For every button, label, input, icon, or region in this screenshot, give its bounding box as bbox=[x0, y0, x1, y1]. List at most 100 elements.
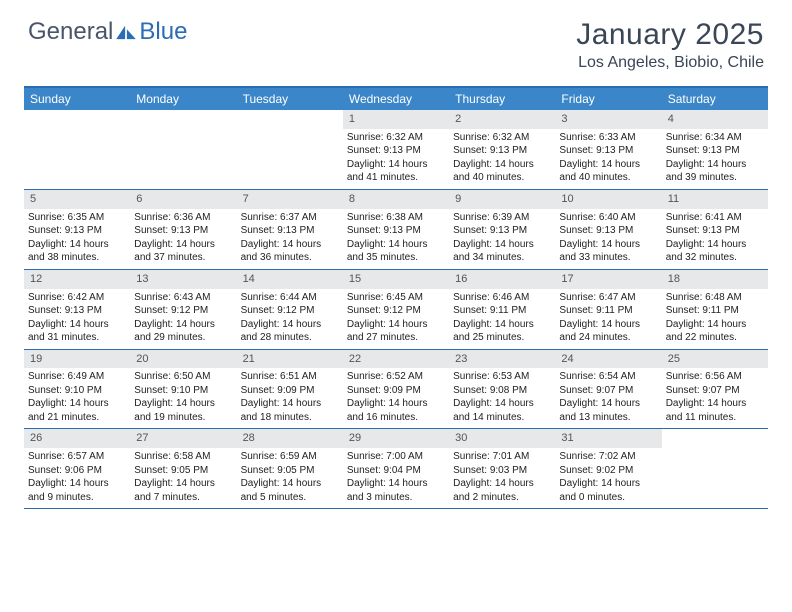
daylight-text: and 14 minutes. bbox=[453, 411, 551, 425]
sunset-text: Sunset: 9:13 PM bbox=[453, 144, 551, 158]
sunrise-text: Sunrise: 6:32 AM bbox=[453, 131, 551, 145]
sunrise-text: Sunrise: 6:39 AM bbox=[453, 211, 551, 225]
day-cell: 21Sunrise: 6:51 AMSunset: 9:09 PMDayligh… bbox=[237, 350, 343, 429]
sunrise-text: Sunrise: 7:00 AM bbox=[347, 450, 445, 464]
day-cell: 3Sunrise: 6:33 AMSunset: 9:13 PMDaylight… bbox=[555, 110, 661, 189]
day-cell: 27Sunrise: 6:58 AMSunset: 9:05 PMDayligh… bbox=[130, 429, 236, 508]
daylight-text: Daylight: 14 hours bbox=[347, 158, 445, 172]
day-header-cell: Friday bbox=[555, 88, 661, 110]
day-details: Sunrise: 6:40 AMSunset: 9:13 PMDaylight:… bbox=[555, 211, 661, 269]
day-number: 20 bbox=[130, 350, 236, 369]
day-cell: 1 Sunrise: 6:32 AMSunset: 9:13 PMDaylight… bbox=[343, 110, 449, 189]
day-number: 17 bbox=[555, 270, 661, 289]
daylight-text: Daylight: 14 hours bbox=[347, 318, 445, 332]
sunrise-text: Sunrise: 6:43 AM bbox=[134, 291, 232, 305]
sunset-text: Sunset: 9:09 PM bbox=[241, 384, 339, 398]
day-number: 13 bbox=[130, 270, 236, 289]
day-number: 26 bbox=[24, 429, 130, 448]
daylight-text: Daylight: 14 hours bbox=[559, 238, 657, 252]
logo-text-blue: Blue bbox=[139, 18, 187, 46]
day-number: 15 bbox=[343, 270, 449, 289]
sunrise-text: Sunrise: 6:40 AM bbox=[559, 211, 657, 225]
title-block: January 2025 Los Angeles, Biobio, Chile bbox=[576, 18, 764, 72]
day-number: 1 bbox=[343, 110, 449, 129]
day-cell bbox=[24, 110, 130, 189]
daylight-text: Daylight: 14 hours bbox=[241, 318, 339, 332]
sunrise-text: Sunrise: 6:41 AM bbox=[666, 211, 764, 225]
calendar: SundayMondayTuesdayWednesdayThursdayFrid… bbox=[24, 86, 768, 509]
daylight-text: and 18 minutes. bbox=[241, 411, 339, 425]
daylight-text: Daylight: 14 hours bbox=[453, 477, 551, 491]
daylight-text: Daylight: 14 hours bbox=[28, 397, 126, 411]
day-cell: 12 Sunrise: 6:42 AMSunset: 9:13 PMDayligh… bbox=[24, 270, 130, 349]
day-number: 28 bbox=[237, 429, 343, 448]
daylight-text: Daylight: 14 hours bbox=[134, 477, 232, 491]
sunrise-text: Sunrise: 6:44 AM bbox=[241, 291, 339, 305]
daylight-text: and 3 minutes. bbox=[347, 491, 445, 505]
sunset-text: Sunset: 9:13 PM bbox=[347, 224, 445, 238]
logo: General Blue bbox=[28, 18, 187, 46]
day-header-cell: Sunday bbox=[24, 88, 130, 110]
day-cell bbox=[662, 429, 768, 508]
daylight-text: and 21 minutes. bbox=[28, 411, 126, 425]
sunset-text: Sunset: 9:13 PM bbox=[134, 224, 232, 238]
day-details: Sunrise: 7:00 AMSunset: 9:04 PMDaylight:… bbox=[343, 450, 449, 508]
daylight-text: and 13 minutes. bbox=[559, 411, 657, 425]
sunrise-text: Sunrise: 6:42 AM bbox=[28, 291, 126, 305]
sunset-text: Sunset: 9:12 PM bbox=[241, 304, 339, 318]
day-number: 24 bbox=[555, 350, 661, 369]
weeks-container: 1Sunrise: 6:32 AMSunset: 9:13 PMDaylight… bbox=[24, 110, 768, 509]
day-cell: 31Sunrise: 7:02 AMSunset: 9:02 PMDayligh… bbox=[555, 429, 661, 508]
sunrise-text: Sunrise: 6:54 AM bbox=[559, 370, 657, 384]
daylight-text: Daylight: 14 hours bbox=[241, 477, 339, 491]
sunset-text: Sunset: 9:13 PM bbox=[28, 304, 126, 318]
daylight-text: and 5 minutes. bbox=[241, 491, 339, 505]
day-number: 29 bbox=[343, 429, 449, 448]
daylight-text: and 32 minutes. bbox=[666, 251, 764, 265]
day-cell: 30 Sunrise: 7:01 AMSunset: 9:03 PMDayligh… bbox=[449, 429, 555, 508]
day-cell: 11Sunrise: 6:41 AMSunset: 9:13 PMDayligh… bbox=[662, 190, 768, 269]
day-cell: 10Sunrise: 6:40 AMSunset: 9:13 PMDayligh… bbox=[555, 190, 661, 269]
day-details: Sunrise: 6:51 AMSunset: 9:09 PMDaylight:… bbox=[237, 370, 343, 428]
day-details: Sunrise: 6:32 AMSunset: 9:13 PMDaylight:… bbox=[343, 131, 449, 189]
day-details: Sunrise: 6:42 AMSunset: 9:13 PMDaylight:… bbox=[24, 291, 130, 349]
sunrise-text: Sunrise: 6:57 AM bbox=[28, 450, 126, 464]
day-cell: 9Sunrise: 6:39 AMSunset: 9:13 PMDaylight… bbox=[449, 190, 555, 269]
sunrise-text: Sunrise: 6:53 AM bbox=[453, 370, 551, 384]
daylight-text: and 28 minutes. bbox=[241, 331, 339, 345]
day-number: 12 bbox=[24, 270, 130, 289]
day-details: Sunrise: 6:53 AMSunset: 9:08 PMDaylight:… bbox=[449, 370, 555, 428]
location: Los Angeles, Biobio, Chile bbox=[576, 54, 764, 72]
sunset-text: Sunset: 9:05 PM bbox=[134, 464, 232, 478]
sunrise-text: Sunrise: 6:36 AM bbox=[134, 211, 232, 225]
day-details: Sunrise: 6:52 AMSunset: 9:09 PMDaylight:… bbox=[343, 370, 449, 428]
sunset-text: Sunset: 9:08 PM bbox=[453, 384, 551, 398]
daylight-text: Daylight: 14 hours bbox=[453, 318, 551, 332]
daylight-text: Daylight: 14 hours bbox=[559, 158, 657, 172]
sunset-text: Sunset: 9:13 PM bbox=[559, 144, 657, 158]
daylight-text: and 24 minutes. bbox=[559, 331, 657, 345]
daylight-text: and 2 minutes. bbox=[453, 491, 551, 505]
sunrise-text: Sunrise: 6:58 AM bbox=[134, 450, 232, 464]
day-details: Sunrise: 6:35 AMSunset: 9:13 PMDaylight:… bbox=[24, 211, 130, 269]
day-cell: 2Sunrise: 6:32 AMSunset: 9:13 PMDaylight… bbox=[449, 110, 555, 189]
daylight-text: Daylight: 14 hours bbox=[28, 238, 126, 252]
day-details: Sunrise: 6:36 AMSunset: 9:13 PMDaylight:… bbox=[130, 211, 236, 269]
daylight-text: and 11 minutes. bbox=[666, 411, 764, 425]
day-number: 30 bbox=[449, 429, 555, 448]
sunset-text: Sunset: 9:10 PM bbox=[28, 384, 126, 398]
day-cell: 17Sunrise: 6:47 AMSunset: 9:11 PMDayligh… bbox=[555, 270, 661, 349]
sunset-text: Sunset: 9:12 PM bbox=[134, 304, 232, 318]
day-details: Sunrise: 7:01 AMSunset: 9:03 PMDaylight:… bbox=[449, 450, 555, 508]
day-header-row: SundayMondayTuesdayWednesdayThursdayFrid… bbox=[24, 88, 768, 110]
sunrise-text: Sunrise: 6:47 AM bbox=[559, 291, 657, 305]
sunset-text: Sunset: 9:11 PM bbox=[453, 304, 551, 318]
daylight-text: Daylight: 14 hours bbox=[666, 158, 764, 172]
daylight-text: Daylight: 14 hours bbox=[134, 238, 232, 252]
day-details: Sunrise: 6:34 AMSunset: 9:13 PMDaylight:… bbox=[662, 131, 768, 189]
day-cell: 15Sunrise: 6:45 AMSunset: 9:12 PMDayligh… bbox=[343, 270, 449, 349]
sunset-text: Sunset: 9:06 PM bbox=[28, 464, 126, 478]
day-cell bbox=[130, 110, 236, 189]
day-number: 4 bbox=[662, 110, 768, 129]
sunrise-text: Sunrise: 6:59 AM bbox=[241, 450, 339, 464]
